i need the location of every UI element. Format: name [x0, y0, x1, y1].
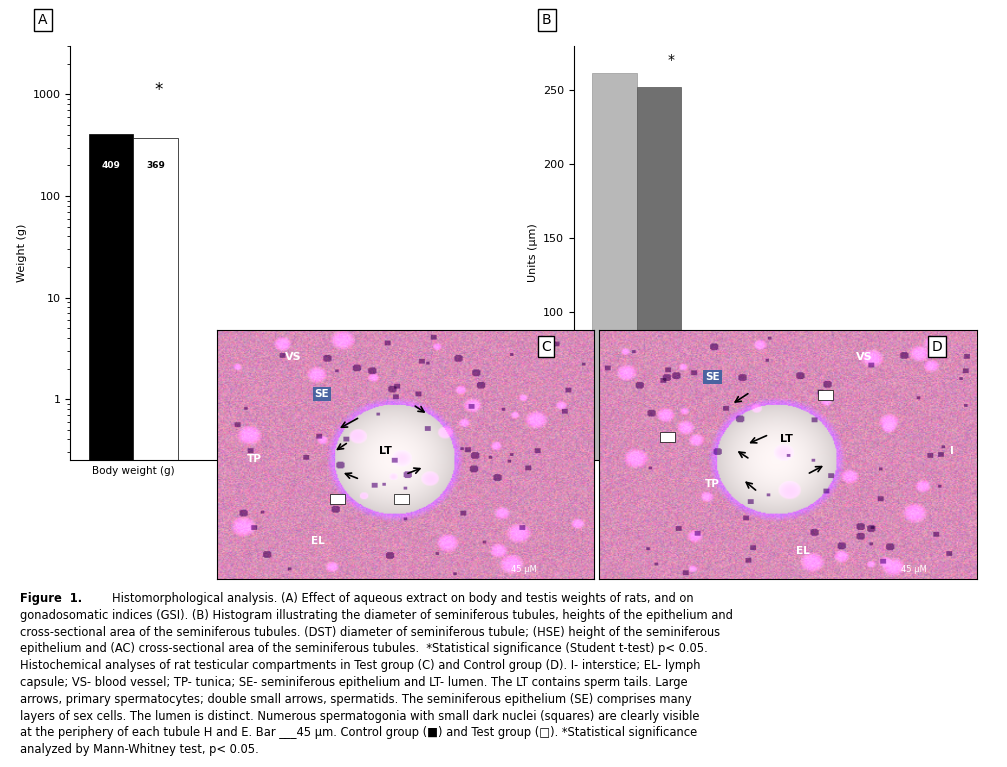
Text: VS: VS [284, 352, 301, 362]
Text: EL: EL [311, 536, 324, 546]
Text: Histochemical analyses of rat testicular compartments in Test group (C) and Cont: Histochemical analyses of rat testicular… [20, 659, 701, 672]
Y-axis label: Weight (g): Weight (g) [17, 224, 27, 282]
Bar [592, 73, 636, 460]
Text: 0,48: 0,48 [423, 441, 442, 450]
Text: arrows, primary spermatocytes; double small arrows, spermatids. The seminiferous: arrows, primary spermatocytes; double sm… [20, 693, 692, 706]
Y-axis label: Units (μm): Units (μm) [528, 224, 538, 282]
Text: 369: 369 [146, 161, 165, 170]
Text: *: * [431, 405, 440, 423]
Text: 1,75: 1,75 [285, 380, 303, 389]
Bar [394, 495, 409, 505]
Text: 45 μM: 45 μM [901, 565, 927, 574]
Bar [870, 358, 914, 460]
Text: analyzed by Mann-Whitney test, p< 0.05.: analyzed by Mann-Whitney test, p< 0.05. [20, 743, 259, 756]
Text: VS: VS [856, 352, 873, 362]
Text: cross-sectional area of the seminiferous tubules. (DST) diameter of seminiferous: cross-sectional area of the seminiferous… [20, 626, 720, 639]
Bar [636, 87, 681, 460]
Text: epithelium and (AC) cross-sectional area of the seminiferous tubules.  *Statisti: epithelium and (AC) cross-sectional area… [20, 643, 708, 656]
Text: *: * [945, 338, 952, 352]
Text: 0,67: 0,67 [241, 380, 259, 389]
Bar [367, 439, 411, 767]
Bar [330, 495, 344, 505]
Text: TP: TP [247, 454, 262, 464]
Text: layers of sex cells. The lumen is distinct. Numerous spermatogonia with small da: layers of sex cells. The lumen is distin… [20, 709, 700, 723]
Text: SE: SE [705, 372, 720, 382]
Text: TP: TP [705, 479, 720, 489]
Bar [89, 134, 133, 767]
Text: *: * [668, 53, 675, 67]
Text: *: * [154, 81, 162, 99]
Bar [272, 374, 316, 767]
Text: A: A [38, 13, 47, 27]
Text: D: D [931, 340, 943, 354]
Bar [818, 390, 834, 400]
Bar [914, 367, 959, 460]
Bar [731, 379, 775, 460]
Text: 409: 409 [102, 161, 121, 170]
Text: B: B [542, 13, 552, 27]
Text: gonadosomatic indices (GSI). (B) Histogram illustrating the diameter of seminife: gonadosomatic indices (GSI). (B) Histogr… [20, 609, 733, 622]
Bar [411, 431, 455, 767]
Text: 45 μM: 45 μM [511, 565, 537, 574]
Text: SE: SE [314, 389, 329, 399]
Text: I: I [951, 446, 955, 456]
Text: EL: EL [796, 546, 810, 556]
Bar [133, 138, 177, 767]
Bar [775, 389, 820, 460]
Bar [660, 432, 675, 442]
Text: *: * [806, 359, 813, 373]
Text: capsule; VS- blood vessel; TP- tunica; SE- seminiferous epithelium and LT- lumen: capsule; VS- blood vessel; TP- tunica; S… [20, 676, 688, 689]
Text: C: C [542, 340, 551, 354]
Text: 0,41: 0,41 [379, 441, 398, 450]
Text: at the periphery of each tubule H and E. Bar ___45 μm. Control group (■) and Tes: at the periphery of each tubule H and E.… [20, 726, 698, 739]
Bar [228, 377, 272, 767]
Text: Histomorphological analysis. (A) Effect of aqueous extract on body and testis we: Histomorphological analysis. (A) Effect … [112, 592, 694, 605]
Text: LT: LT [379, 446, 392, 456]
Text: LT: LT [780, 434, 794, 444]
Text: Figure  1.: Figure 1. [20, 592, 83, 605]
